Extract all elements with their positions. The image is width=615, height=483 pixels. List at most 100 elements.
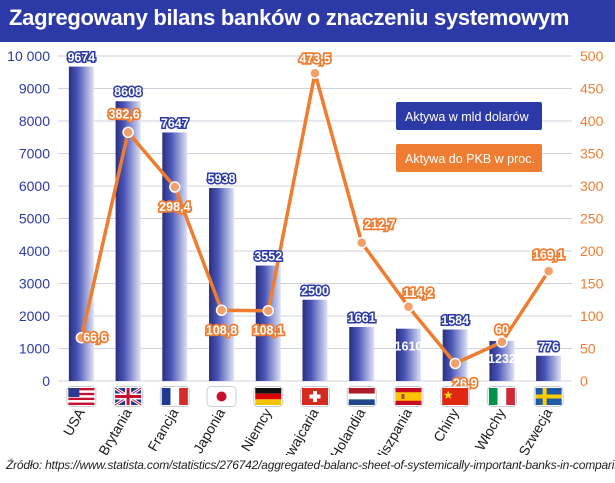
y-right-tick-label: 250 — [580, 211, 604, 227]
y-right-tick-label: 400 — [580, 113, 604, 129]
flag-part — [68, 388, 80, 397]
line-value-label: 212,7 — [364, 218, 395, 232]
title-bar: Zagregowany bilans banków o znaczeniu sy… — [0, 0, 615, 42]
line-value-label: 108,1 — [253, 324, 284, 338]
flag-part — [216, 391, 227, 402]
us-flag-icon — [66, 386, 97, 407]
flag-part — [179, 388, 188, 405]
bar-8 — [395, 328, 421, 381]
x-tick-label: Włochy — [472, 405, 509, 453]
bar-3 — [162, 132, 188, 381]
switzerland-flag-icon — [300, 386, 330, 407]
bar-value-label: 2500 — [301, 284, 329, 298]
y-right-tick-label: 0 — [580, 373, 588, 389]
y-left-tick-label: 7000 — [19, 146, 50, 162]
x-tick-label: Chiny — [430, 406, 462, 445]
x-tick-label: Szwecja — [515, 405, 555, 455]
gdp-ratio-point-9 — [449, 357, 461, 370]
y-right-tick-label: 350 — [580, 146, 604, 162]
bar-7 — [349, 327, 375, 381]
flag-part — [309, 394, 321, 399]
flag-part — [488, 388, 498, 405]
gdp-ratio-point-5 — [262, 304, 275, 317]
flag-part — [497, 388, 507, 405]
bar-value-label: 8608 — [114, 85, 142, 99]
x-tick-label: Hiszpania — [370, 405, 415, 455]
flag-part — [348, 393, 375, 400]
uk-flag-icon — [113, 386, 144, 407]
y-left-tick-label: 9000 — [19, 81, 50, 97]
bar-value-label: 5938 — [208, 172, 236, 186]
bar-value-label: 1232 — [488, 352, 516, 366]
x-tick-label: Holandia — [327, 405, 369, 455]
line-value-label: 169,1 — [533, 248, 564, 262]
flag-part — [442, 388, 469, 405]
japan-flag-icon — [206, 386, 237, 407]
legend-swatch-assets — [396, 102, 542, 130]
line-value-label: 66,6 — [83, 331, 107, 345]
bar-2 — [115, 101, 141, 382]
flag-part — [443, 390, 453, 399]
line-value-label: 108,8 — [206, 323, 237, 337]
chart-canvas: 9674860876475938355225001661161015841232… — [7, 48, 604, 455]
italy-flag-icon — [486, 386, 517, 407]
y-left-tick-label: 2000 — [19, 308, 50, 324]
legend-label-gdp: Aktywa do PKB w proc. — [405, 152, 535, 166]
flag-part — [506, 388, 515, 405]
flag-part — [535, 394, 562, 399]
y-left-tick-label: 10 000 — [7, 48, 50, 64]
gdp-ratio-point-11 — [542, 265, 555, 277]
y-right-tick-label: 200 — [580, 243, 604, 259]
line-value-label: 60 — [495, 323, 509, 337]
y-right-tick-label: 300 — [580, 178, 604, 194]
flag-part — [68, 390, 95, 393]
line-value-label: 298,4 — [159, 200, 190, 214]
gdp-ratio-point-7 — [355, 236, 368, 249]
x-tick-label: Szwajcaria — [274, 405, 322, 455]
legend-item-assets: Aktywa w mld dolarów — [396, 102, 542, 130]
gdp-ratio-point-3 — [169, 181, 181, 193]
y-left-tick-label: 6000 — [19, 178, 50, 194]
y-left-tick-label: 8000 — [19, 113, 50, 129]
flag-part — [68, 402, 95, 405]
sweden-flag-icon — [533, 386, 564, 407]
flag-part — [68, 397, 95, 401]
germany-flag-icon — [253, 386, 284, 407]
bar-value-label: 3552 — [254, 250, 282, 264]
bar-value-label: 1661 — [348, 311, 376, 325]
x-tick-label: Niemcy — [238, 406, 275, 454]
gdp-ratio-point-4 — [215, 304, 228, 317]
bar-value-label: 9674 — [67, 51, 95, 65]
gdp-ratio-point-6 — [309, 67, 321, 79]
flag-part — [68, 395, 95, 398]
bar-5 — [255, 265, 281, 381]
bar-value-label: 1610 — [395, 340, 423, 354]
y-right-tick-label: 100 — [580, 308, 604, 324]
line-value-label: 382,6 — [108, 107, 139, 121]
flag-part — [255, 399, 282, 405]
line-value-label: 473,5 — [299, 52, 330, 66]
chart-title: Zagregowany bilans banków o znaczeniu sy… — [9, 5, 570, 30]
china-flag-icon — [440, 386, 471, 407]
spain-flag-icon — [393, 386, 424, 407]
x-tick-label: Francja — [144, 405, 181, 454]
flag-part — [255, 393, 282, 400]
gdp-ratio-point-1 — [75, 331, 88, 344]
france-flag-icon — [159, 386, 190, 407]
gdp-ratio-point-2 — [122, 126, 134, 139]
y-left-tick-label: 1000 — [19, 341, 50, 357]
flag-part — [395, 392, 422, 401]
legend-label-assets: Aktywa w mld dolarów — [405, 110, 530, 124]
bar-6 — [302, 299, 328, 381]
y-left-tick-label: 0 — [42, 373, 50, 389]
flag-part — [68, 388, 95, 391]
flag-part — [115, 395, 142, 398]
x-tick-label: Wlk. Brytania — [80, 405, 135, 455]
y-right-tick-label: 50 — [580, 341, 596, 357]
y-right-tick-label: 500 — [580, 48, 604, 64]
y-right-tick-label: 450 — [580, 81, 604, 97]
legend-item-gdp: Aktywa do PKB w proc. — [396, 144, 542, 172]
y-right-tick-label: 150 — [580, 276, 604, 292]
bar-value-label: 1584 — [441, 314, 469, 328]
